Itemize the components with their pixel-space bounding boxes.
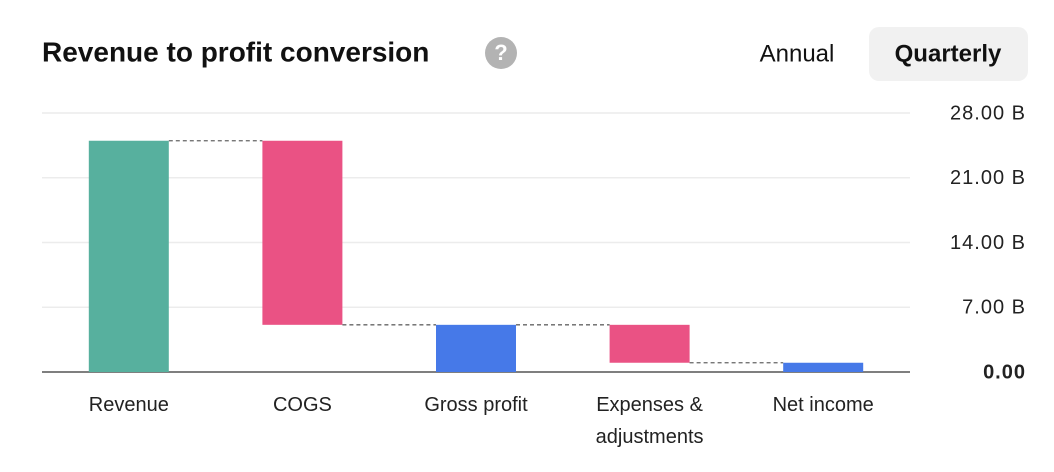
bar <box>436 324 516 372</box>
y-tick-label: 14.00 B <box>950 232 1026 254</box>
tab[interactable]: Annual <box>760 40 835 67</box>
chart-title: Revenue to profit conversion <box>42 36 429 67</box>
tab-bg[interactable] <box>869 27 1028 81</box>
y-tick-label: 0.00 <box>983 361 1026 383</box>
bar <box>609 324 690 363</box>
y-tick-label: 7.00 B <box>962 297 1026 319</box>
bar <box>262 140 343 325</box>
bar <box>88 140 169 372</box>
tab[interactable]: Quarterly <box>895 40 1002 67</box>
x-tick-label: Gross profit <box>424 394 528 416</box>
x-tick-label: Expenses & adjustments <box>595 394 704 448</box>
y-tick-label: 21.00 B <box>950 167 1026 189</box>
x-tick-label: Net income <box>772 394 874 416</box>
x-tick-label: Revenue <box>88 394 169 416</box>
x-tick-label: COGS <box>272 394 332 416</box>
bar <box>783 362 864 372</box>
y-tick-label: 28.00 B <box>950 102 1026 124</box>
help-icon[interactable] <box>485 37 517 69</box>
help-icon-text[interactable]: ? <box>494 40 507 65</box>
